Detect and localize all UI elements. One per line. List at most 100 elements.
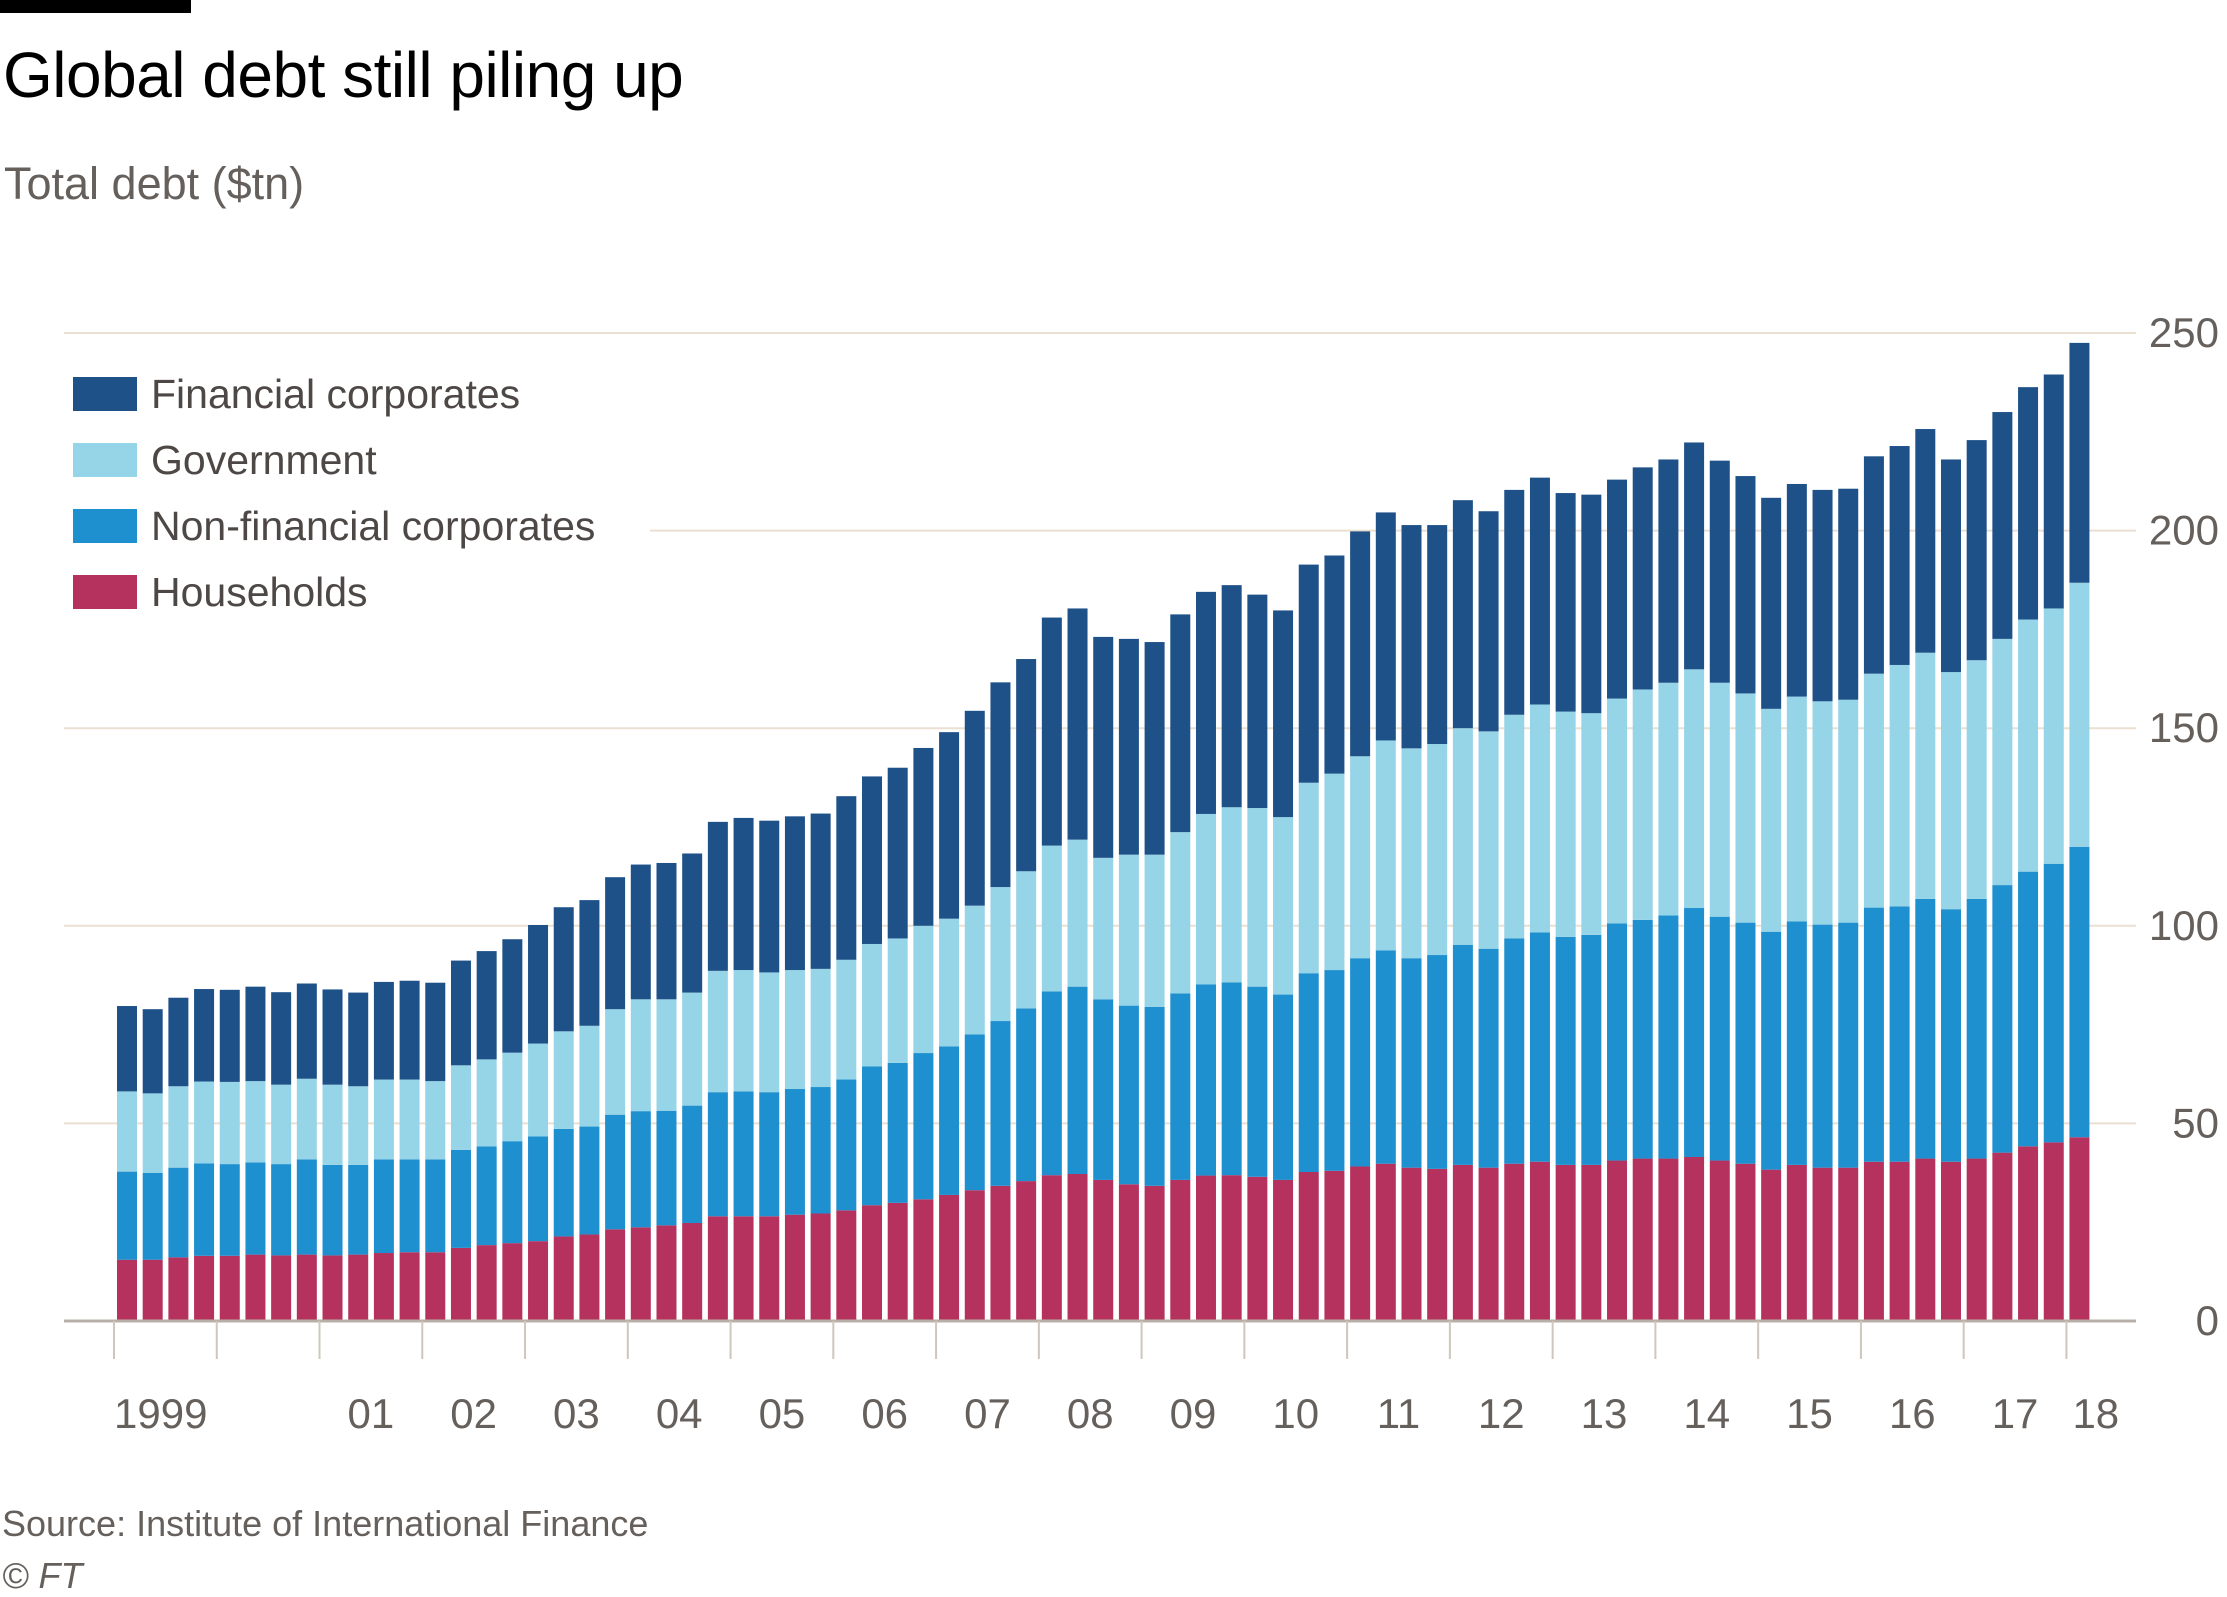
legend-label: Government <box>151 437 377 483</box>
bar-households-34 <box>964 1190 985 1321</box>
bar-government-60 <box>1632 689 1653 920</box>
bar-government-40 <box>1118 854 1139 1006</box>
bar-government-50 <box>1375 740 1396 951</box>
bar-households-71 <box>1915 1158 1936 1321</box>
bar-households-63 <box>1709 1160 1730 1321</box>
brand-top-bar <box>0 0 191 13</box>
bar-financial-corporates-45 <box>1247 594 1268 809</box>
bar-households-72 <box>1940 1161 1961 1321</box>
bar-non-financial-corporates-55 <box>1504 938 1525 1164</box>
bar-government-55 <box>1504 714 1525 939</box>
bar-government-62 <box>1684 669 1705 909</box>
bar-households-76 <box>2043 1142 2064 1321</box>
bar-financial-corporates-27 <box>784 816 805 971</box>
bar-financial-corporates-15 <box>476 951 497 1060</box>
bar-non-financial-corporates-9 <box>322 1164 343 1256</box>
bar-government-35 <box>990 887 1011 1022</box>
bar-financial-corporates-10 <box>348 992 369 1087</box>
bar-non-financial-corporates-61 <box>1658 915 1679 1159</box>
bar-non-financial-corporates-62 <box>1684 908 1705 1157</box>
bar-government-29 <box>836 959 857 1080</box>
bar-financial-corporates-3 <box>168 997 189 1087</box>
bar-non-financial-corporates-71 <box>1915 898 1936 1159</box>
bar-government-61 <box>1658 682 1679 916</box>
bar-non-financial-corporates-69 <box>1863 907 1884 1162</box>
bar-non-financial-corporates-20 <box>605 1114 626 1230</box>
legend-swatch <box>73 377 137 411</box>
bar-non-financial-corporates-72 <box>1940 909 1961 1162</box>
bar-households-74 <box>1992 1152 2013 1321</box>
bar-non-financial-corporates-51 <box>1401 958 1422 1168</box>
bar-government-37 <box>1041 845 1062 992</box>
bar-non-financial-corporates-45 <box>1247 986 1268 1177</box>
bar-government-74 <box>1992 638 2013 886</box>
bar-financial-corporates-47 <box>1298 564 1319 783</box>
bar-government-36 <box>1016 871 1037 1009</box>
bar-financial-corporates-53 <box>1452 500 1473 729</box>
bar-non-financial-corporates-7 <box>271 1164 292 1256</box>
bar-government-4 <box>194 1081 215 1164</box>
y-tick-label: 50 <box>2172 1099 2219 1146</box>
bar-households-51 <box>1401 1167 1422 1321</box>
bar-government-43 <box>1195 813 1216 985</box>
bar-government-67 <box>1812 701 1833 925</box>
bar-households-21 <box>630 1227 651 1321</box>
x-tick-label: 11 <box>1377 1390 1421 1437</box>
bar-government-38 <box>1067 839 1088 987</box>
bar-households-35 <box>990 1185 1011 1321</box>
bar-non-financial-corporates-11 <box>373 1159 394 1254</box>
bar-households-30 <box>862 1205 883 1321</box>
bar-financial-corporates-61 <box>1658 459 1679 683</box>
bar-households-11 <box>373 1253 394 1321</box>
bar-non-financial-corporates-26 <box>759 1092 780 1217</box>
bar-financial-corporates-20 <box>605 877 626 1010</box>
bar-non-financial-corporates-15 <box>476 1146 497 1246</box>
bar-households-38 <box>1067 1173 1088 1321</box>
bar-non-financial-corporates-4 <box>194 1163 215 1256</box>
bar-non-financial-corporates-34 <box>964 1034 985 1191</box>
bar-households-24 <box>707 1216 728 1321</box>
axes: 0 50 100 150 200 250 1999 01 02 03 04 05 06 07 08 09 10 1… <box>64 309 2219 1437</box>
x-tick-label: 07 <box>964 1390 1011 1437</box>
legend-swatch <box>73 443 137 477</box>
bar-financial-corporates-36 <box>1016 659 1037 872</box>
bar-government-7 <box>271 1084 292 1165</box>
bar-households-55 <box>1504 1163 1525 1321</box>
bar-non-financial-corporates-59 <box>1607 923 1628 1161</box>
bar-financial-corporates-11 <box>373 981 394 1080</box>
source-note: Source: Institute of International Finan… <box>2 1503 649 1544</box>
bar-households-36 <box>1016 1181 1037 1321</box>
x-tick-label: 15 <box>1786 1390 1833 1437</box>
bar-government-30 <box>862 943 883 1067</box>
bar-non-financial-corporates-30 <box>862 1066 883 1206</box>
bar-financial-corporates-6 <box>245 986 266 1082</box>
legend-label: Non-financial corporates <box>151 503 595 549</box>
bar-households-32 <box>913 1199 934 1321</box>
bar-financial-corporates-25 <box>733 817 754 971</box>
bar-financial-corporates-1 <box>117 1006 137 1092</box>
y-tick-label: 0 <box>2196 1297 2219 1344</box>
bar-government-13 <box>425 1081 446 1160</box>
bar-financial-corporates-64 <box>1735 476 1756 694</box>
bar-non-financial-corporates-67 <box>1812 924 1833 1168</box>
bar-financial-corporates-63 <box>1709 460 1730 683</box>
bar-non-financial-corporates-66 <box>1786 921 1807 1165</box>
bar-government-22 <box>656 999 677 1111</box>
bar-government-57 <box>1555 711 1576 937</box>
bar-households-25 <box>733 1216 754 1321</box>
bar-households-41 <box>1144 1185 1165 1321</box>
x-tick-label: 10 <box>1272 1390 1319 1437</box>
bar-government-71 <box>1915 652 1936 899</box>
bar-financial-corporates-77 <box>2069 342 2090 583</box>
bar-non-financial-corporates-6 <box>245 1162 266 1255</box>
bar-government-51 <box>1401 748 1422 959</box>
bar-households-33 <box>939 1194 960 1321</box>
bar-government-77 <box>2069 582 2090 847</box>
bar-households-73 <box>1966 1158 1987 1321</box>
bar-financial-corporates-13 <box>425 982 446 1082</box>
bar-financial-corporates-58 <box>1581 494 1602 714</box>
bar-households-14 <box>450 1247 471 1321</box>
bar-households-48 <box>1324 1170 1345 1321</box>
bar-households-50 <box>1375 1163 1396 1321</box>
